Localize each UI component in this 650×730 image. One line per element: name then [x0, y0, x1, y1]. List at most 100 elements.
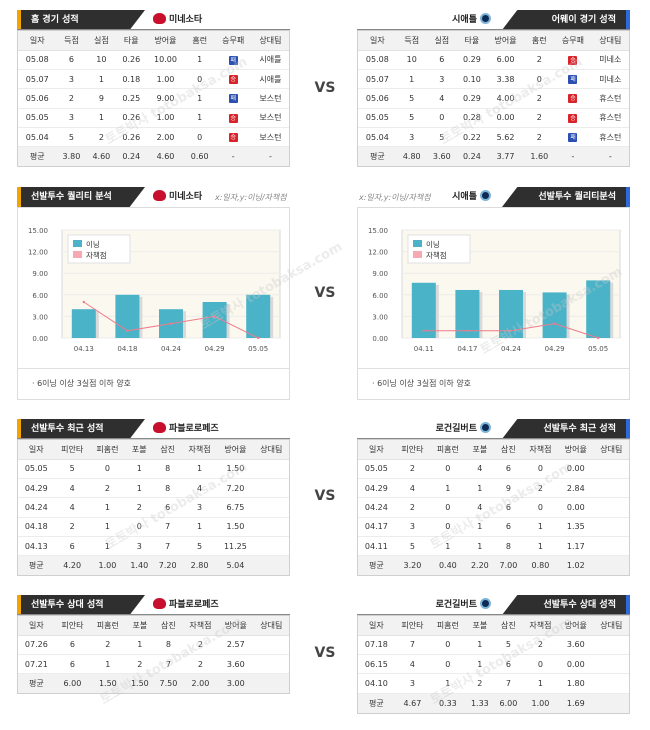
- legend-label-earned-runs: 자책점: [86, 250, 107, 260]
- away-team-name: 시애틀: [452, 15, 477, 25]
- average-cell: 1.50: [90, 673, 126, 694]
- right-recent-title: 선발투수 최근 성적: [502, 419, 630, 439]
- column-header: 방어율: [558, 616, 594, 636]
- mariners-logo-icon: [480, 422, 491, 433]
- table-cell: 0.26: [116, 108, 147, 129]
- table-cell: 4: [465, 459, 495, 479]
- table-cell: 8: [494, 536, 523, 557]
- average-cell: -: [591, 146, 629, 167]
- average-cell: 0.24: [456, 146, 487, 167]
- table-cell: 1: [522, 536, 559, 557]
- table-cell: 4: [426, 88, 457, 109]
- average-cell: 1.00: [522, 693, 559, 713]
- table-row: 04.29 4 1 1 9 2 2.84: [358, 478, 629, 499]
- table-row: 04.17 3 0 1 6 1 1.35: [358, 517, 629, 538]
- table-cell: 6: [494, 459, 523, 479]
- table-row: 04.13 6 1 3 7 5 11.25: [18, 536, 289, 557]
- average-cell: 4.67: [394, 693, 431, 713]
- table-cell: 1: [86, 69, 117, 90]
- table-cell: 2: [90, 635, 126, 655]
- left-quality-header: 선발투수 퀄리티 분석 미네소타 x:일자,y:이닝/자책점: [17, 187, 290, 207]
- average-cell: 3.60: [426, 146, 457, 167]
- average-cell: 0.24: [116, 146, 147, 167]
- table-cell: 1: [89, 536, 126, 557]
- table-cell: [593, 517, 629, 538]
- y-tick-label: 6.00: [32, 292, 48, 300]
- table-cell: 3: [181, 497, 218, 518]
- table-cell: [593, 497, 629, 518]
- average-cell: 2.80: [181, 555, 218, 576]
- left-vs-title: 선발투수 상대 성적: [17, 595, 145, 615]
- right-quality-team: 시애틀: [452, 192, 477, 202]
- mariners-logo-icon: [480, 13, 491, 24]
- table-cell: 05.08: [358, 50, 397, 70]
- innings-bar: [542, 292, 567, 338]
- column-header: 일자: [18, 616, 55, 636]
- table-cell: 1: [125, 478, 154, 499]
- table-cell: 2: [125, 654, 155, 675]
- table-cell: 0.26: [116, 127, 147, 148]
- x-tick-label: 04.24: [161, 345, 182, 353]
- right-vs-header: 로건길버트 선발투수 상대 성적: [357, 595, 630, 615]
- column-header: 상대팀: [593, 440, 629, 460]
- table-cell: 0.28: [456, 108, 487, 129]
- table-cell: 7: [394, 635, 431, 655]
- average-cell: 0.60: [184, 146, 215, 167]
- table-cell: 2: [524, 88, 555, 109]
- left-vs-header: 선발투수 상대 성적 파블로로페즈: [17, 595, 290, 615]
- table-cell: 6: [54, 654, 91, 675]
- table-cell: 6: [54, 635, 91, 655]
- loss-badge: 패: [228, 94, 238, 104]
- average-cell: 7.20: [153, 555, 182, 576]
- average-row: 평균 4.20 1.00 1.40 7.20 2.80 5.04: [18, 555, 289, 576]
- column-header: 방어율: [218, 616, 254, 636]
- table-row: 04.24 2 0 4 6 0 0.00: [358, 497, 629, 518]
- average-cell: 7.00: [494, 555, 523, 576]
- column-header: 방어율: [558, 440, 594, 460]
- table-cell: 07.18: [358, 635, 395, 655]
- table-cell: 2: [522, 635, 559, 655]
- table-cell: 1.80: [558, 673, 594, 694]
- table-row: 05.07 1 3 0.10 3.38 0 패 미네소: [358, 69, 629, 90]
- table-cell: 3.38: [486, 69, 525, 90]
- table-cell: 3: [394, 517, 431, 538]
- column-header: 승무패: [554, 31, 592, 51]
- table-cell: 2: [54, 517, 90, 538]
- column-header: 방어율: [486, 31, 525, 51]
- column-header: 실점: [86, 31, 117, 51]
- table-row: 06.15 4 0 1 6 0 0.00: [358, 654, 629, 675]
- table-row: 05.06 5 4 0.29 4.00 2 승 휴스턴: [358, 88, 629, 109]
- win-badge: 승: [568, 113, 578, 123]
- table-cell: 6: [494, 654, 523, 675]
- table-cell: 0: [522, 459, 559, 479]
- table-cell: 2: [524, 127, 555, 148]
- column-header: 홈런: [524, 31, 555, 51]
- average-cell: 평균: [18, 146, 57, 167]
- table-row: 04.10 3 1 2 7 1 1.80: [358, 673, 629, 694]
- table-cell: 1: [184, 88, 215, 109]
- right-vs-title: 선발투수 상대 성적: [502, 595, 630, 615]
- column-header: 자책점: [181, 440, 218, 460]
- table-cell: 4: [465, 497, 495, 518]
- column-header: 방어율: [146, 31, 185, 51]
- legend-label-earned-runs: 자책점: [426, 250, 447, 260]
- win-badge: 승: [568, 55, 578, 65]
- column-header: 상대팀: [591, 31, 629, 51]
- table-row: 05.04 3 5 0.22 5.62 2 패 휴스턴: [358, 127, 629, 148]
- table-cell: 시애틀: [251, 50, 289, 70]
- column-header: 피홈런: [430, 616, 466, 636]
- table-cell: 8: [153, 459, 182, 479]
- table-cell: 4: [54, 497, 90, 518]
- table-cell: 7.20: [217, 478, 254, 499]
- average-row: 평균 3.80 4.60 0.24 4.60 0.60- -: [18, 146, 289, 167]
- table-cell: 6.00: [486, 50, 525, 70]
- table-cell: 3.60: [218, 654, 254, 675]
- left-quality-team: 미네소타: [169, 192, 203, 202]
- table-cell: 05.07: [358, 69, 397, 90]
- table-row: 07.18 7 0 1 5 2 3.60: [358, 635, 629, 655]
- average-row: 평균 4.67 0.33 1.33 6.00 1.00 1.69: [358, 693, 629, 713]
- table-cell: 5: [54, 459, 90, 479]
- average-cell: 평균: [358, 693, 395, 713]
- average-cell: 2.20: [465, 555, 495, 576]
